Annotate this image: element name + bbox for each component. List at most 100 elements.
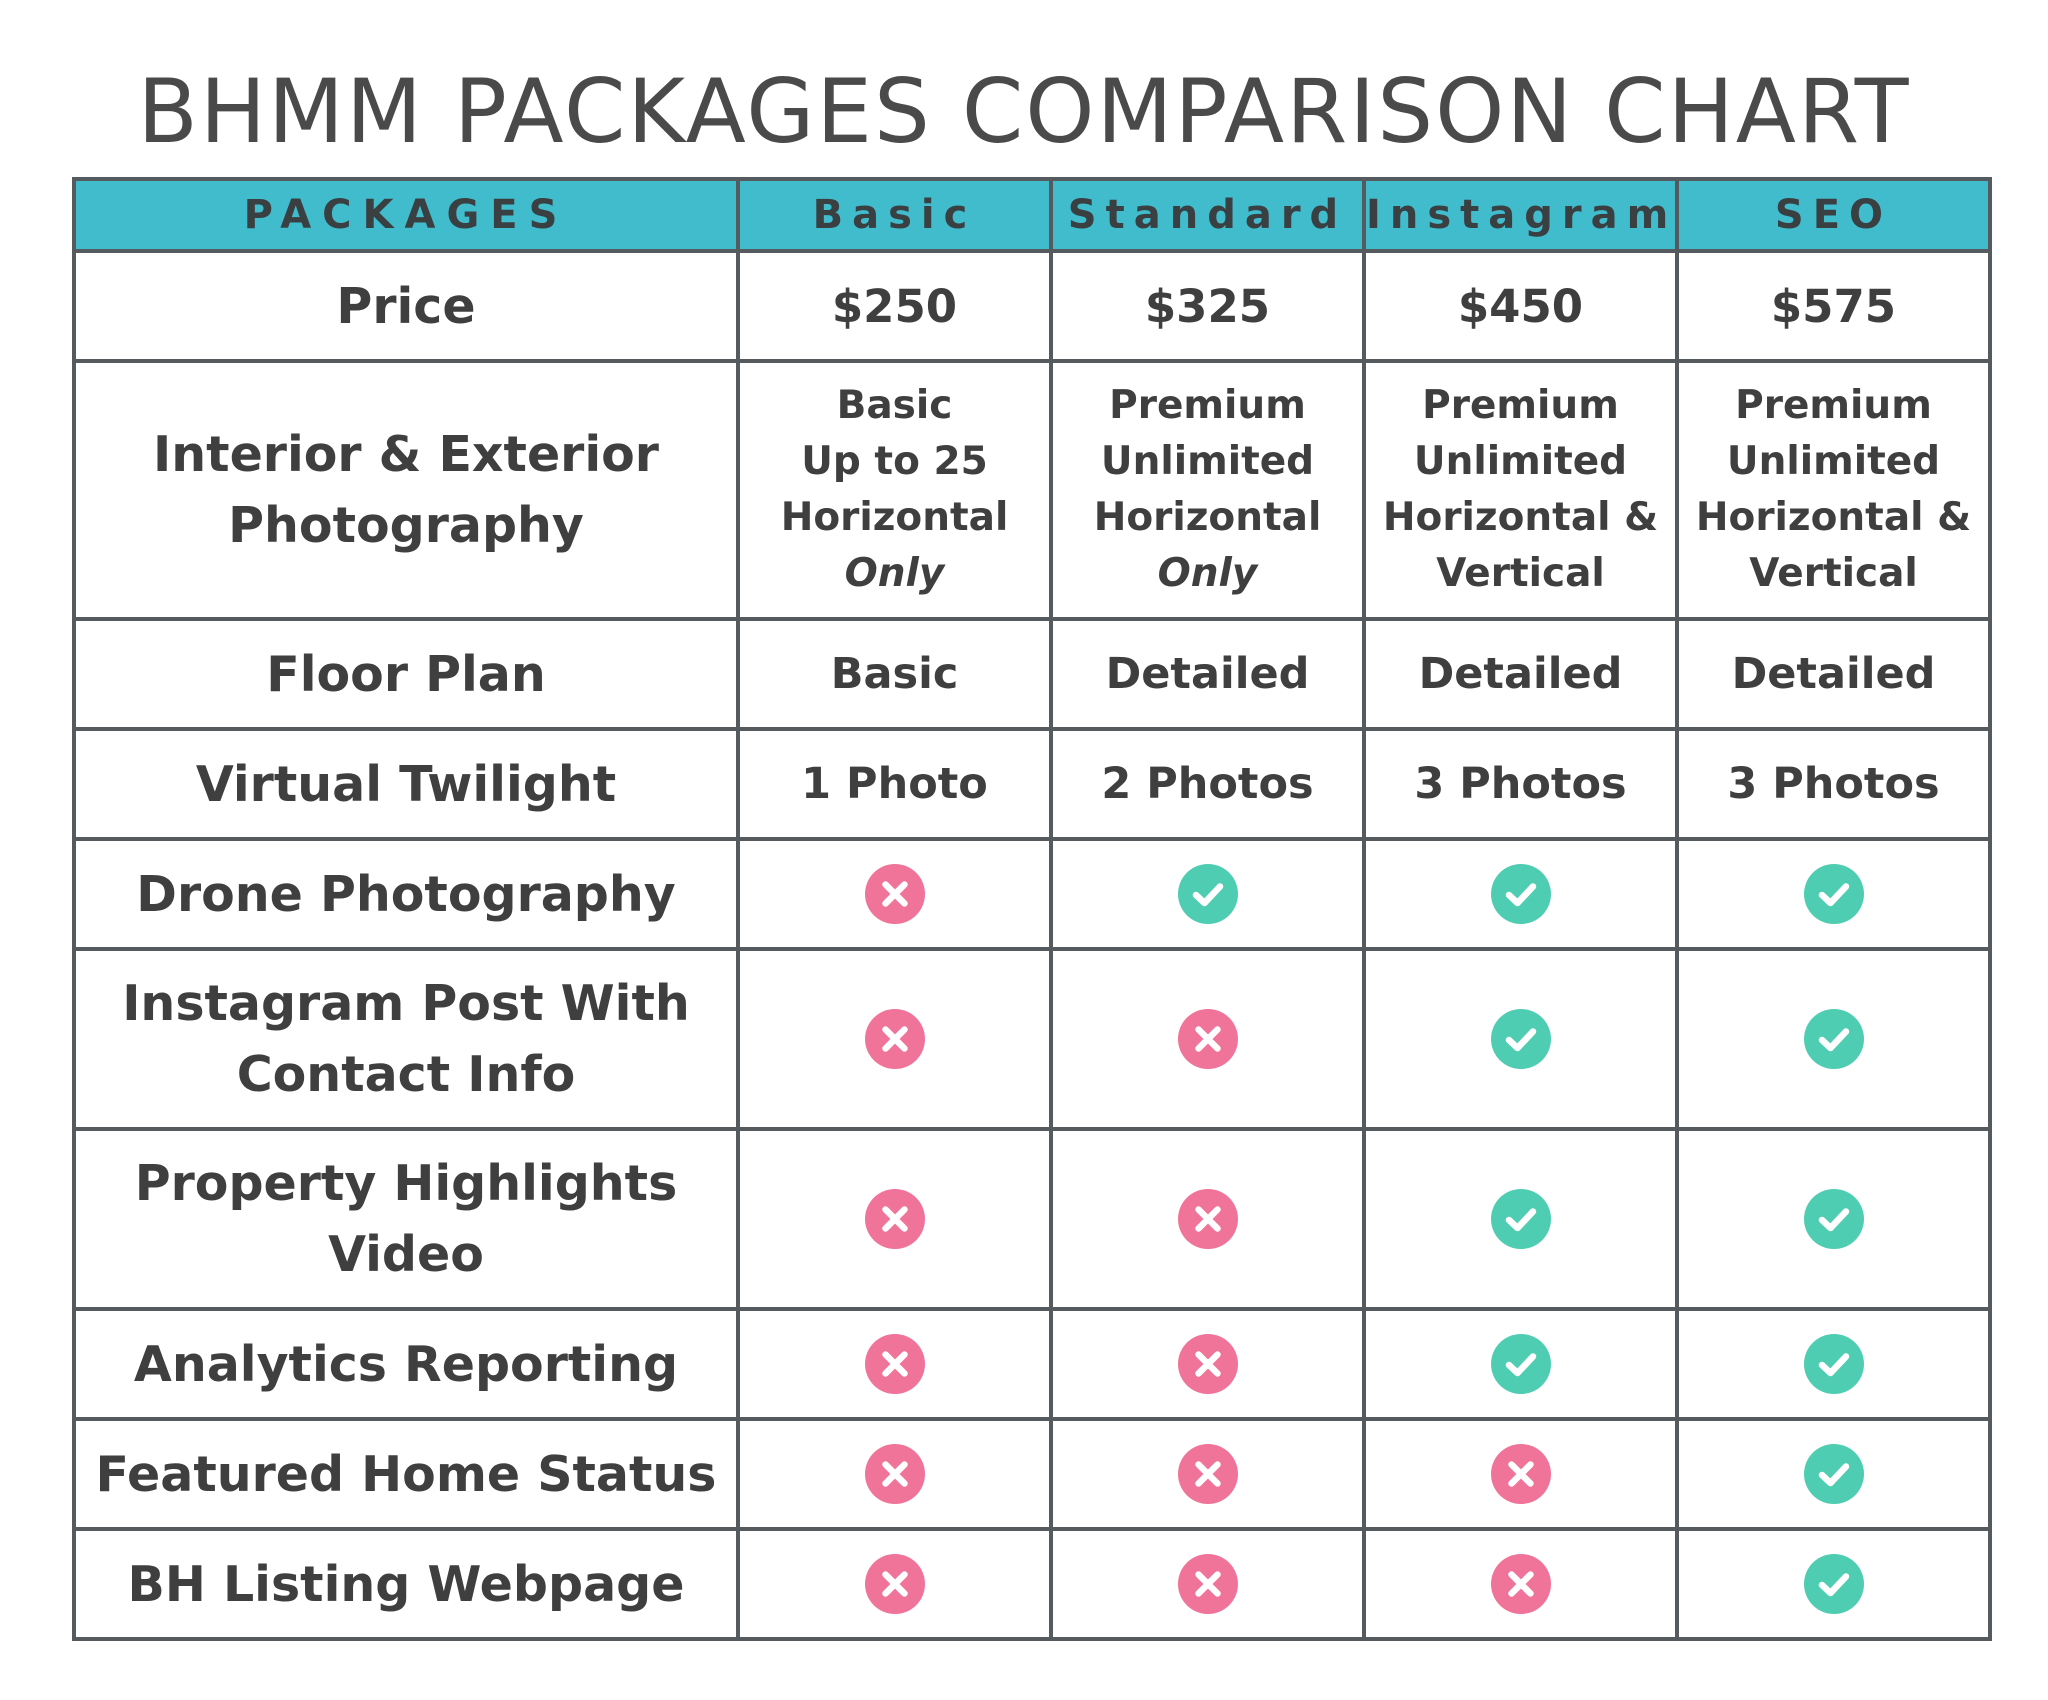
check-icon: [1803, 1554, 1864, 1614]
table-row: BH Listing Webpage: [72, 1527, 1992, 1641]
cell-seo: Detailed: [1675, 617, 1992, 731]
table-row: Virtual Twilight 1 Photo 2 Photos 3 Photos 3…: [72, 727, 1992, 841]
check-icon: [1803, 1444, 1864, 1504]
table-row: Price $250 $325 $450 $575: [72, 249, 1992, 363]
cell-text: Premium: [1422, 383, 1619, 428]
x-icon: [1490, 1444, 1551, 1504]
cell-text: $250: [831, 279, 958, 333]
cell-basic: [736, 1307, 1053, 1421]
table-row: Featured Home Status: [72, 1417, 1992, 1531]
cell-instagram: $450: [1362, 249, 1679, 363]
feature-label-line: Photography: [228, 497, 584, 554]
check-icon: [1490, 1189, 1551, 1249]
feature-label-line: Price: [336, 277, 476, 335]
cell-text: Vertical: [1749, 551, 1918, 596]
cell-text: Detailed: [1418, 649, 1623, 699]
cell-basic: $250: [736, 249, 1053, 363]
check-icon: [1490, 864, 1551, 924]
cell-standard: [1049, 837, 1366, 951]
feature-label: Floor Plan: [72, 617, 740, 731]
cell-standard: 2 Photos: [1049, 727, 1366, 841]
feature-label-line: Video: [328, 1226, 484, 1283]
feature-label: BH Listing Webpage: [72, 1527, 740, 1641]
cell-text: Vertical: [1436, 551, 1605, 596]
cell-instagram: 3 Photos: [1362, 727, 1679, 841]
cell-basic: Basic Up to 25 Horizontal Only: [736, 359, 1053, 621]
cell-text: Up to 25: [801, 439, 988, 484]
cell-standard: [1049, 947, 1366, 1131]
feature-label-line: Contact Info: [236, 1046, 576, 1103]
cell-text: 3 Photos: [1414, 759, 1627, 809]
feature-label-line: Featured Home Status: [95, 1445, 717, 1503]
feature-label: Virtual Twilight: [72, 727, 740, 841]
cell-text: Horizontal: [1093, 495, 1322, 540]
cell-basic: [736, 1527, 1053, 1641]
cell-standard: $325: [1049, 249, 1366, 363]
page-title: BHMM PACKAGES COMPARISON CHART: [137, 60, 1911, 163]
cell-instagram: [1362, 1307, 1679, 1421]
x-icon: [864, 1444, 925, 1504]
feature-label-line: Interior & Exterior: [153, 426, 659, 483]
cell-seo: 3 Photos: [1675, 727, 1992, 841]
cell-basic: Basic: [736, 617, 1053, 731]
check-icon: [1803, 1189, 1864, 1249]
feature-label: Interior & Exterior Photography: [72, 359, 740, 621]
check-icon: [1803, 1334, 1864, 1394]
cell-text: Premium: [1109, 383, 1306, 428]
cell-standard: [1049, 1527, 1366, 1641]
cell-text: 1 Photo: [801, 759, 988, 809]
cell-text: Unlimited: [1100, 439, 1315, 484]
cell-text: Only: [844, 551, 945, 596]
cell-basic: 1 Photo: [736, 727, 1053, 841]
column-header-packages: PACKAGES: [72, 177, 740, 253]
x-icon: [1490, 1554, 1551, 1614]
cell-seo: [1675, 837, 1992, 951]
cell-text: $450: [1457, 279, 1584, 333]
x-icon: [1177, 1189, 1238, 1249]
cell-seo: $575: [1675, 249, 1992, 363]
cell-standard: Detailed: [1049, 617, 1366, 731]
table-row: Property Highlights Video: [72, 1127, 1992, 1311]
check-icon: [1490, 1334, 1551, 1394]
cell-instagram: [1362, 837, 1679, 951]
check-icon: [1803, 864, 1864, 924]
cell-text: Detailed: [1105, 649, 1310, 699]
cell-text: Premium: [1735, 383, 1932, 428]
cell-text: Horizontal &: [1695, 495, 1972, 540]
cell-text: Basic: [830, 649, 959, 699]
feature-label: Property Highlights Video: [72, 1127, 740, 1311]
x-icon: [864, 1334, 925, 1394]
table-row: Interior & Exterior Photography Basic Up to…: [72, 359, 1992, 621]
column-header-instagram: Instagram: [1362, 177, 1679, 253]
cell-standard: [1049, 1127, 1366, 1311]
cell-instagram: Premium Unlimited Horizontal & Vertical: [1362, 359, 1679, 621]
cell-seo: [1675, 1127, 1992, 1311]
cell-text: 3 Photos: [1727, 759, 1940, 809]
x-icon: [1177, 1334, 1238, 1394]
column-header-seo: SEO: [1675, 177, 1992, 253]
cell-instagram: [1362, 1417, 1679, 1531]
cell-seo: [1675, 1527, 1992, 1641]
table-row: Floor Plan Basic Detailed Detailed Detailed: [72, 617, 1992, 731]
x-icon: [864, 1189, 925, 1249]
column-header-basic: Basic: [736, 177, 1053, 253]
feature-label-line: Virtual Twilight: [195, 755, 617, 813]
feature-label: Price: [72, 249, 740, 363]
table-row: Instagram Post With Contact Info: [72, 947, 1992, 1131]
feature-label-line: BH Listing Webpage: [127, 1555, 685, 1613]
cell-instagram: [1362, 1127, 1679, 1311]
cell-text: $575: [1770, 279, 1897, 333]
cell-text: Basic: [836, 383, 953, 428]
x-icon: [1177, 1554, 1238, 1614]
x-icon: [1177, 1444, 1238, 1504]
feature-label-line: Analytics Reporting: [133, 1335, 679, 1393]
cell-standard: [1049, 1307, 1366, 1421]
x-icon: [1177, 1009, 1238, 1069]
column-header-standard: Standard: [1049, 177, 1366, 253]
cell-seo: Premium Unlimited Horizontal & Vertical: [1675, 359, 1992, 621]
cell-instagram: Detailed: [1362, 617, 1679, 731]
header-row: PACKAGES Basic Standard Instagram SEO: [72, 177, 1992, 253]
cell-basic: [736, 837, 1053, 951]
table-row: Drone Photography: [72, 837, 1992, 951]
cell-seo: [1675, 1307, 1992, 1421]
